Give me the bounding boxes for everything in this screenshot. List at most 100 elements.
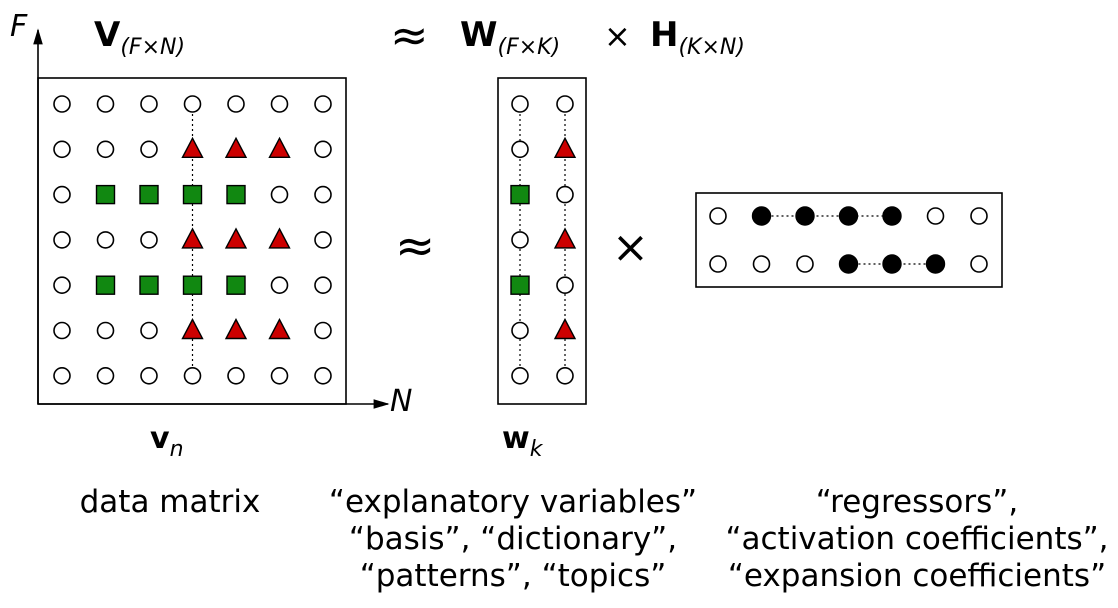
circle-element [314,231,332,249]
circle-element [53,95,71,113]
axis-label-N: N [390,384,413,419]
W-symbol: W [460,15,498,55]
circle-element [796,255,814,273]
circle-element [314,95,332,113]
H-symbol: H [650,15,679,55]
caption-line: “basis”, “dictionary”, [348,521,678,557]
circle-element [96,95,115,113]
circle-element [511,140,529,159]
vector-label-vn: vn [150,424,184,461]
H-subscript: (K×N) [678,35,745,60]
circle-element [140,321,158,340]
circle-element [709,255,727,273]
triangle-element [268,227,291,249]
triangle-element [224,317,248,340]
equation-V: V(F×N) [94,18,185,59]
circle-element [183,95,202,113]
circle-element [270,276,289,295]
triangle-element [224,136,248,159]
circle-element [556,366,574,385]
active-element [925,254,946,274]
active-element [795,206,815,226]
circle-element [140,95,158,113]
caption-data-matrix: data matrix [20,484,320,521]
active-element [751,206,772,226]
triangle-element [553,227,577,249]
circle-element [96,140,115,159]
circle-element [270,185,289,204]
square-element [510,184,530,205]
circle-element [270,95,289,113]
circle-element [140,231,158,249]
wk-subscript: k [529,437,543,462]
triangle-element [224,227,248,249]
circle-element [53,231,71,249]
circle-element [314,366,332,385]
square-element [139,184,159,205]
square-element [226,275,246,295]
caption-line: “activation coefficients”, [725,521,1109,557]
circle-element [314,185,332,204]
circle-element [140,366,158,385]
circle-element [556,185,574,204]
circle-element [511,366,529,385]
V-subscript: (F×N) [120,35,186,60]
circle-element [96,231,115,249]
triangle-element [181,317,204,340]
triangle-element [181,227,204,249]
square-element [139,275,159,295]
square-element [226,184,246,205]
caption-line: “regressors”, [815,484,1019,520]
equation-W: W(F×K) [460,18,560,59]
circle-element [709,207,727,225]
square-element [510,275,530,295]
caption-line: “patterns”, “topics” [359,558,667,594]
square-element [95,275,116,295]
circle-element [752,255,771,273]
circle-element [53,185,71,204]
circle-element [970,207,988,225]
triangle-element [268,317,291,340]
W-matrix-frame [497,77,587,405]
axis-label-F: F [10,9,28,44]
square-element [182,184,203,205]
equation-approx: ≈ [390,8,429,62]
active-element [838,254,859,274]
circle-element [511,231,529,249]
active-element [882,206,902,226]
circle-element [926,207,945,225]
circle-element [53,276,71,295]
circle-element [314,321,332,340]
caption-line: “explanatory variables” [328,484,698,520]
V-symbol: V [94,15,121,55]
W-subscript: (F×K) [497,35,561,60]
H-matrix-frame [695,192,1003,288]
approx-symbol: ≈ [395,218,436,274]
circle-element [53,321,71,340]
circle-element [511,321,529,340]
square-element [95,184,116,205]
circle-element [511,95,529,113]
circle-element [556,95,574,113]
circle-element [183,366,202,385]
circle-element [270,366,289,385]
triangle-element [553,317,577,340]
wk-symbol: w [502,421,530,456]
circle-element [53,140,71,159]
caption-dictionary: “explanatory variables” “basis”, “dictio… [318,484,708,595]
circle-element [227,366,245,385]
equation-times: × [604,17,631,55]
vector-label-wk: wk [502,424,542,461]
caption-line: “expansion coefficients” [727,558,1107,594]
circle-element [96,321,115,340]
circle-element [140,140,158,159]
triangle-element [268,136,291,159]
active-element [882,254,902,274]
circle-element [53,366,71,385]
triangle-element [181,136,204,159]
circle-element [314,276,332,295]
caption-line: data matrix [79,484,261,520]
times-symbol: × [612,222,649,273]
